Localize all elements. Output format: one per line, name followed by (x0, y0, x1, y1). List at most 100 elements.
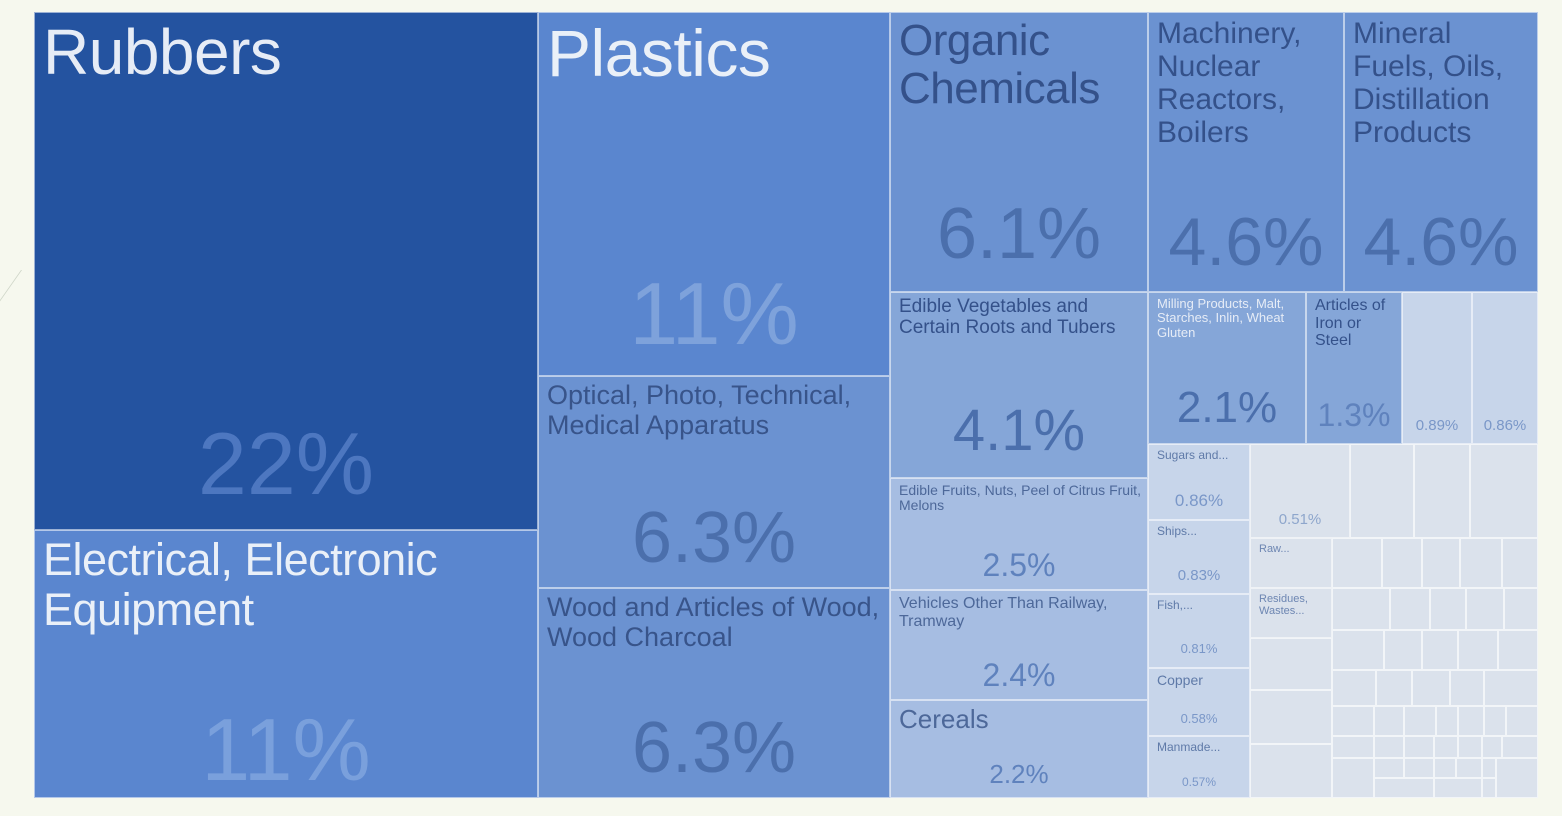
tile-percent: 2.1% (1176, 383, 1278, 432)
corner-decoration (0, 270, 24, 330)
treemap-tile[interactable]: Ships... 0.83% (1148, 520, 1250, 594)
treemap-tile-small[interactable] (1434, 758, 1456, 778)
tile-percent: 4.6% (1363, 204, 1519, 280)
treemap-tile-small[interactable] (1374, 758, 1404, 778)
treemap-tile[interactable]: Manmade... 0.57% (1148, 736, 1250, 798)
treemap-tile[interactable]: Machinery, Nuclear Reactors, Boilers 4.6% (1148, 12, 1344, 292)
treemap-tile-small[interactable] (1470, 444, 1538, 538)
treemap-tile-small[interactable] (1502, 538, 1538, 588)
treemap-tile-small[interactable] (1374, 778, 1434, 798)
treemap-tile-small[interactable] (1482, 736, 1502, 758)
treemap-tile[interactable]: Organic Chemicals 6.1% (890, 12, 1148, 292)
treemap-tile-small[interactable] (1434, 778, 1482, 798)
treemap-tile-small[interactable] (1376, 670, 1412, 706)
treemap-tile-small[interactable] (1250, 638, 1332, 690)
treemap-tile-small[interactable] (1332, 670, 1376, 706)
treemap-tile-small[interactable] (1496, 758, 1538, 798)
treemap-tile[interactable]: Plastics 11% (538, 12, 890, 376)
treemap-tile[interactable]: 0.51% (1250, 444, 1350, 538)
treemap-tile-small[interactable] (1404, 736, 1434, 758)
treemap-tile[interactable]: Vehicles Other Than Railway, Tramway 2.4% (890, 590, 1148, 700)
tile-percent: 2.5% (982, 547, 1056, 583)
treemap-tile-small[interactable] (1422, 630, 1458, 670)
treemap-tile-small[interactable] (1458, 706, 1484, 736)
treemap-tile-small[interactable] (1384, 630, 1422, 670)
treemap-tile-small[interactable] (1332, 588, 1390, 630)
tile-label: Residues, Wastes... (1259, 593, 1308, 618)
treemap-tile-small[interactable] (1466, 588, 1504, 630)
treemap-tile-small[interactable] (1430, 588, 1466, 630)
tile-label: Rubbers (43, 16, 282, 88)
treemap-tile-small[interactable] (1250, 690, 1332, 744)
treemap-tile-small[interactable] (1332, 538, 1382, 588)
tile-percent: 0.57% (1181, 775, 1217, 789)
treemap-tile[interactable]: Residues, Wastes... (1250, 588, 1332, 638)
treemap-tile[interactable]: Optical, Photo, Technical, Medical Appar… (538, 376, 890, 588)
treemap-tile-small[interactable] (1332, 736, 1374, 758)
treemap-tile-small[interactable] (1484, 706, 1506, 736)
treemap-tile-small[interactable] (1502, 736, 1538, 758)
treemap-tile[interactable]: Cereals 2.2% (890, 700, 1148, 798)
tile-percent: 0.58% (1180, 711, 1218, 726)
treemap-tile-small[interactable] (1350, 444, 1414, 538)
tile-label: Edible Fruits, Nuts, Peel of Citrus Frui… (899, 482, 1141, 514)
treemap-tile-small[interactable] (1374, 706, 1404, 736)
tile-percent: 11% (629, 264, 799, 363)
treemap-tile[interactable]: Articles of Iron or Steel 1.3% (1306, 292, 1402, 444)
treemap-tile[interactable]: Milling Products, Malt, Starches, Inlin,… (1148, 292, 1306, 444)
treemap-tile-small[interactable] (1250, 744, 1332, 798)
treemap-tile-small[interactable] (1404, 758, 1434, 778)
treemap-tile[interactable]: Raw... (1250, 538, 1332, 588)
treemap-tile[interactable]: 0.86% (1472, 292, 1538, 444)
treemap-tile-small[interactable] (1434, 736, 1458, 758)
treemap-tile-small[interactable] (1460, 538, 1502, 588)
treemap-tile-small[interactable] (1482, 778, 1496, 798)
treemap-tile-small[interactable] (1382, 538, 1422, 588)
treemap-tile-small[interactable] (1332, 758, 1374, 798)
tile-percent: 0.89% (1415, 417, 1459, 434)
treemap-tile-small[interactable] (1506, 706, 1538, 736)
tile-label: Wood and Articles of Wood, Wood Charcoal (547, 592, 880, 652)
treemap-tile[interactable]: 0.89% (1402, 292, 1472, 444)
treemap-tile-small[interactable] (1404, 706, 1436, 736)
tile-label: Vehicles Other Than Railway, Tramway (899, 595, 1108, 630)
treemap-tile[interactable]: Mineral Fuels, Oils, Distillation Produc… (1344, 12, 1538, 292)
tile-percent: 11% (201, 700, 371, 798)
treemap-tile-small[interactable] (1412, 670, 1450, 706)
tile-label: Optical, Photo, Technical, Medical Appar… (547, 380, 852, 440)
treemap-tile[interactable]: Rubbers 22% (34, 12, 538, 530)
treemap-tile[interactable]: Edible Fruits, Nuts, Peel of Citrus Frui… (890, 478, 1148, 590)
tile-percent: 1.3% (1317, 397, 1391, 433)
treemap-tile-small[interactable] (1390, 588, 1430, 630)
tile-percent: 22% (197, 414, 375, 513)
tile-percent: 4.6% (1168, 204, 1324, 280)
treemap-tile-small[interactable] (1422, 538, 1460, 588)
treemap-tile-small[interactable] (1456, 758, 1482, 778)
treemap-tile-small[interactable] (1332, 706, 1374, 736)
tile-label: Copper (1157, 672, 1203, 688)
treemap-tile-small[interactable] (1458, 630, 1498, 670)
treemap-tile[interactable]: Edible Vegetables and Certain Roots and … (890, 292, 1148, 478)
treemap-tile[interactable]: Wood and Articles of Wood, Wood Charcoal… (538, 588, 890, 798)
tile-label: Electrical, Electronic Equipment (43, 534, 438, 635)
treemap-tile-small[interactable] (1458, 736, 1482, 758)
treemap-tile-small[interactable] (1450, 670, 1484, 706)
treemap-tile-small[interactable] (1374, 736, 1404, 758)
tile-percent: 0.86% (1483, 417, 1527, 434)
treemap-tile[interactable]: Sugars and... 0.86% (1148, 444, 1250, 520)
treemap-tile-small[interactable] (1436, 706, 1458, 736)
treemap-tile[interactable]: Electrical, Electronic Equipment 11% (34, 530, 538, 798)
treemap-tile-small[interactable] (1332, 630, 1384, 670)
tile-label: Raw... (1259, 543, 1290, 555)
treemap-tile[interactable]: Fish,... 0.81% (1148, 594, 1250, 668)
treemap-tile-small[interactable] (1498, 630, 1538, 670)
tile-label: Milling Products, Malt, Starches, Inlin,… (1157, 296, 1285, 340)
tile-label: Mineral Fuels, Oils, Distillation Produc… (1353, 17, 1504, 149)
treemap-chart: Rubbers 22% Electrical, Electronic Equipme… (34, 12, 1538, 798)
treemap-tile-small[interactable] (1414, 444, 1470, 538)
treemap-tile-small[interactable] (1484, 670, 1538, 706)
treemap-tile[interactable]: Copper 0.58% (1148, 668, 1250, 736)
treemap-tile-small[interactable] (1504, 588, 1538, 630)
tile-label: Edible Vegetables and Certain Roots and … (899, 296, 1116, 338)
treemap-tile-small[interactable] (1482, 758, 1496, 778)
